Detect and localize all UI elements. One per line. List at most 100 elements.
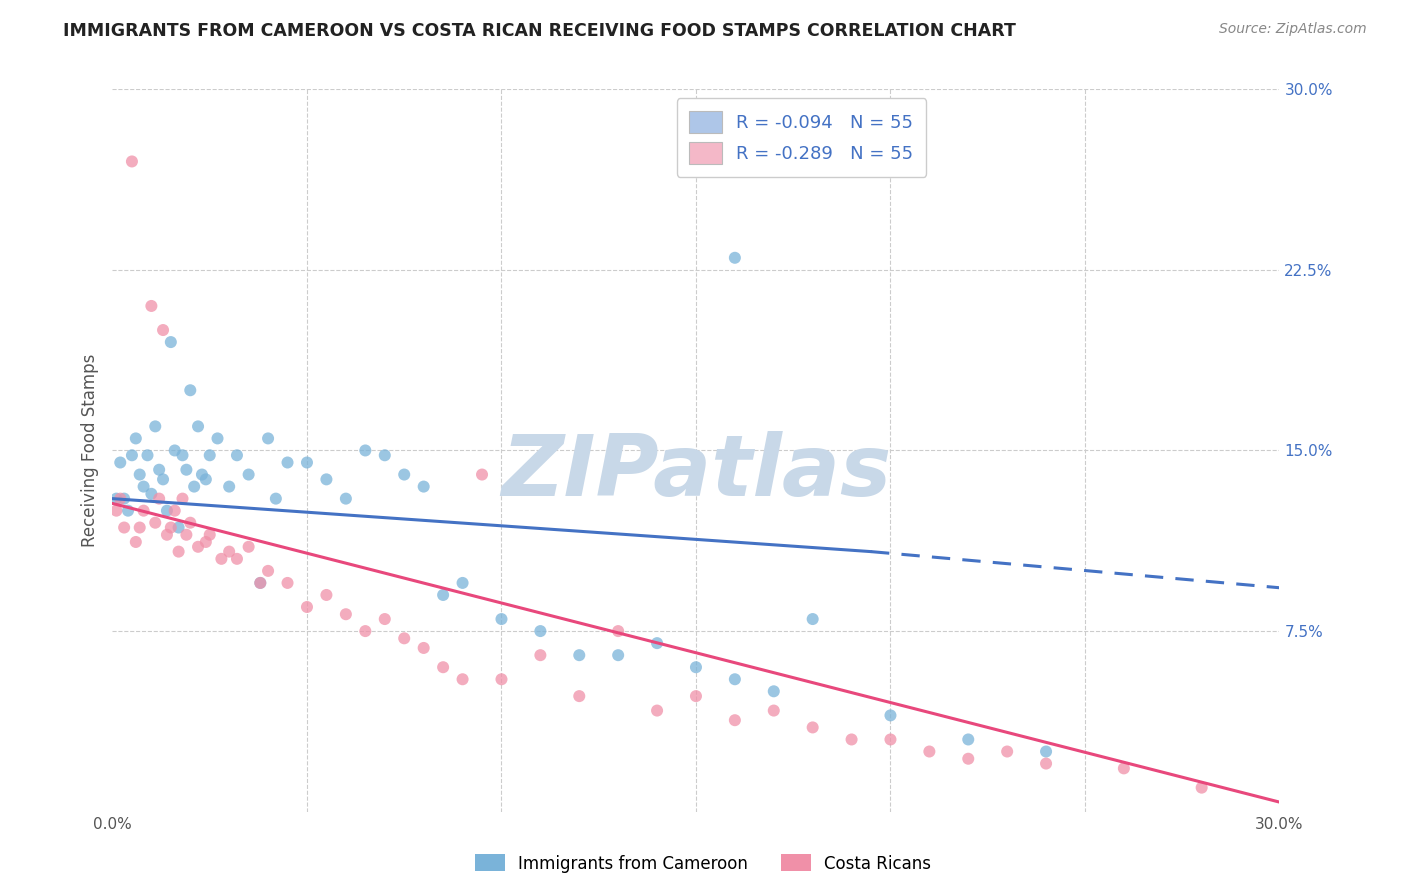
Point: [762, 684, 785, 698]
Point: [110, 455, 132, 469]
Point: [121, 154, 143, 169]
Point: [167, 544, 190, 558]
Point: [1191, 780, 1213, 795]
Point: [394, 467, 416, 482]
Point: [125, 535, 148, 549]
Point: [141, 487, 163, 501]
Point: [264, 491, 287, 506]
Point: [132, 503, 155, 517]
Point: [724, 251, 747, 265]
Point: [191, 467, 214, 482]
Point: [198, 527, 221, 541]
Point: [112, 491, 135, 506]
Point: [645, 636, 668, 650]
Point: [105, 491, 128, 506]
Point: [167, 520, 190, 534]
Point: [143, 419, 166, 434]
Point: [198, 448, 221, 462]
Point: [295, 599, 318, 614]
Point: [841, 732, 863, 747]
Point: [141, 299, 163, 313]
Point: [451, 673, 474, 687]
Point: [354, 624, 377, 639]
Point: [194, 472, 217, 486]
Legend: R = -0.094   N = 55, R = -0.289   N = 55: R = -0.094 N = 55, R = -0.289 N = 55: [676, 98, 927, 177]
Point: [276, 455, 298, 469]
Point: [257, 564, 280, 578]
Text: Source: ZipAtlas.com: Source: ZipAtlas.com: [1219, 22, 1367, 37]
Point: [1112, 761, 1135, 775]
Point: [607, 648, 630, 662]
Point: [432, 660, 454, 674]
Point: [432, 588, 454, 602]
Point: [132, 480, 155, 494]
Point: [209, 551, 232, 566]
Point: [176, 527, 198, 541]
Point: [394, 632, 416, 646]
Point: [160, 334, 183, 349]
Point: [762, 704, 785, 718]
Point: [112, 520, 135, 534]
Point: [295, 455, 318, 469]
Point: [957, 732, 980, 747]
Point: [172, 448, 194, 462]
Point: [128, 467, 150, 482]
Point: [117, 503, 139, 517]
Point: [121, 448, 143, 462]
Point: [354, 443, 377, 458]
Point: [163, 443, 186, 458]
Point: [143, 516, 166, 530]
Point: [801, 612, 824, 626]
Point: [257, 431, 280, 445]
Point: [156, 503, 179, 517]
Point: [607, 624, 630, 639]
Point: [879, 708, 901, 723]
Point: [179, 516, 201, 530]
Point: [163, 503, 186, 517]
Point: [315, 588, 337, 602]
Point: [183, 480, 205, 494]
Point: [471, 467, 494, 482]
Point: [125, 431, 148, 445]
Point: [995, 744, 1018, 758]
Point: [1035, 744, 1057, 758]
Point: [374, 612, 396, 626]
Point: [529, 624, 551, 639]
Point: [491, 612, 513, 626]
Point: [685, 660, 707, 674]
Point: [238, 467, 260, 482]
Point: [957, 752, 980, 766]
Point: [412, 640, 434, 655]
Point: [110, 491, 132, 506]
Text: IMMIGRANTS FROM CAMEROON VS COSTA RICAN RECEIVING FOOD STAMPS CORRELATION CHART: IMMIGRANTS FROM CAMEROON VS COSTA RICAN …: [63, 22, 1017, 40]
Point: [194, 535, 217, 549]
Point: [218, 480, 240, 494]
Point: [218, 544, 240, 558]
Y-axis label: Receiving Food Stamps: Receiving Food Stamps: [80, 354, 98, 547]
Point: [172, 491, 194, 506]
Legend: Immigrants from Cameroon, Costa Ricans: Immigrants from Cameroon, Costa Ricans: [468, 847, 938, 880]
Point: [374, 448, 396, 462]
Point: [724, 713, 747, 727]
Point: [160, 520, 183, 534]
Point: [685, 689, 707, 703]
Point: [315, 472, 337, 486]
Point: [152, 472, 174, 486]
Point: [645, 704, 668, 718]
Point: [249, 576, 271, 591]
Point: [491, 673, 513, 687]
Text: ZIPatlas: ZIPatlas: [501, 431, 891, 514]
Point: [568, 648, 591, 662]
Point: [176, 463, 198, 477]
Point: [136, 448, 159, 462]
Point: [179, 384, 201, 398]
Point: [238, 540, 260, 554]
Point: [724, 673, 747, 687]
Point: [207, 431, 229, 445]
Point: [568, 689, 591, 703]
Point: [335, 491, 357, 506]
Point: [148, 491, 170, 506]
Point: [412, 480, 434, 494]
Point: [187, 540, 209, 554]
Point: [529, 648, 551, 662]
